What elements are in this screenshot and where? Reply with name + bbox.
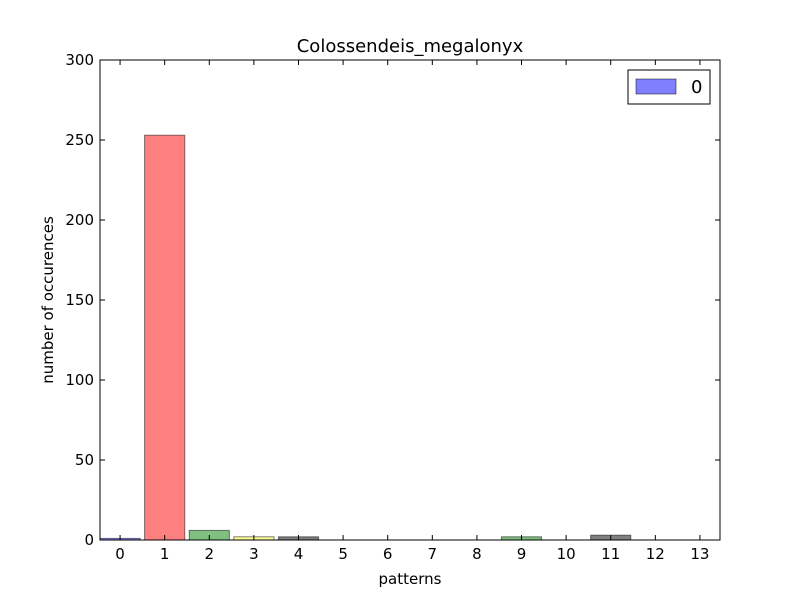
x-tick-label: 13	[690, 545, 709, 563]
x-axis-label: patterns	[379, 570, 442, 588]
y-tick-label: 100	[65, 371, 94, 389]
y-tick-label: 200	[65, 211, 94, 229]
x-tick-label: 10	[557, 545, 576, 563]
bar-1	[144, 134, 186, 541]
x-tick-label: 9	[517, 545, 527, 563]
x-tick-label: 6	[383, 545, 393, 563]
x-tick-label: 7	[428, 545, 438, 563]
legend-label: 0	[691, 77, 702, 98]
y-tick-label: 250	[65, 131, 94, 149]
y-tick-label: 0	[84, 531, 94, 549]
legend: 0	[627, 69, 711, 105]
x-tick-label: 11	[601, 545, 620, 563]
x-tick-label: 0	[115, 545, 125, 563]
x-tick-label: 2	[205, 545, 215, 563]
x-tick-label: 4	[294, 545, 304, 563]
x-tick-label: 12	[646, 545, 665, 563]
y-axis-ticks: 0 50 100 150 200 250 300	[65, 51, 720, 549]
bars-group	[99, 134, 632, 541]
x-tick-label: 1	[160, 545, 170, 563]
y-tick-label: 300	[65, 51, 94, 69]
x-tick-label: 8	[472, 545, 482, 563]
y-tick-label: 50	[75, 451, 94, 469]
y-axis-label: number of occurences	[39, 216, 57, 384]
x-tick-label: 5	[338, 545, 348, 563]
x-tick-label: 3	[249, 545, 259, 563]
legend-swatch	[635, 78, 677, 95]
chart-title: Colossendeis_megalonyx	[297, 36, 524, 57]
plot-frame	[99, 59, 721, 541]
y-tick-label: 150	[65, 291, 94, 309]
x-axis-ticks: 0 1 2 3 4 5 6 7 8 9 10 11 12 13	[115, 60, 709, 563]
